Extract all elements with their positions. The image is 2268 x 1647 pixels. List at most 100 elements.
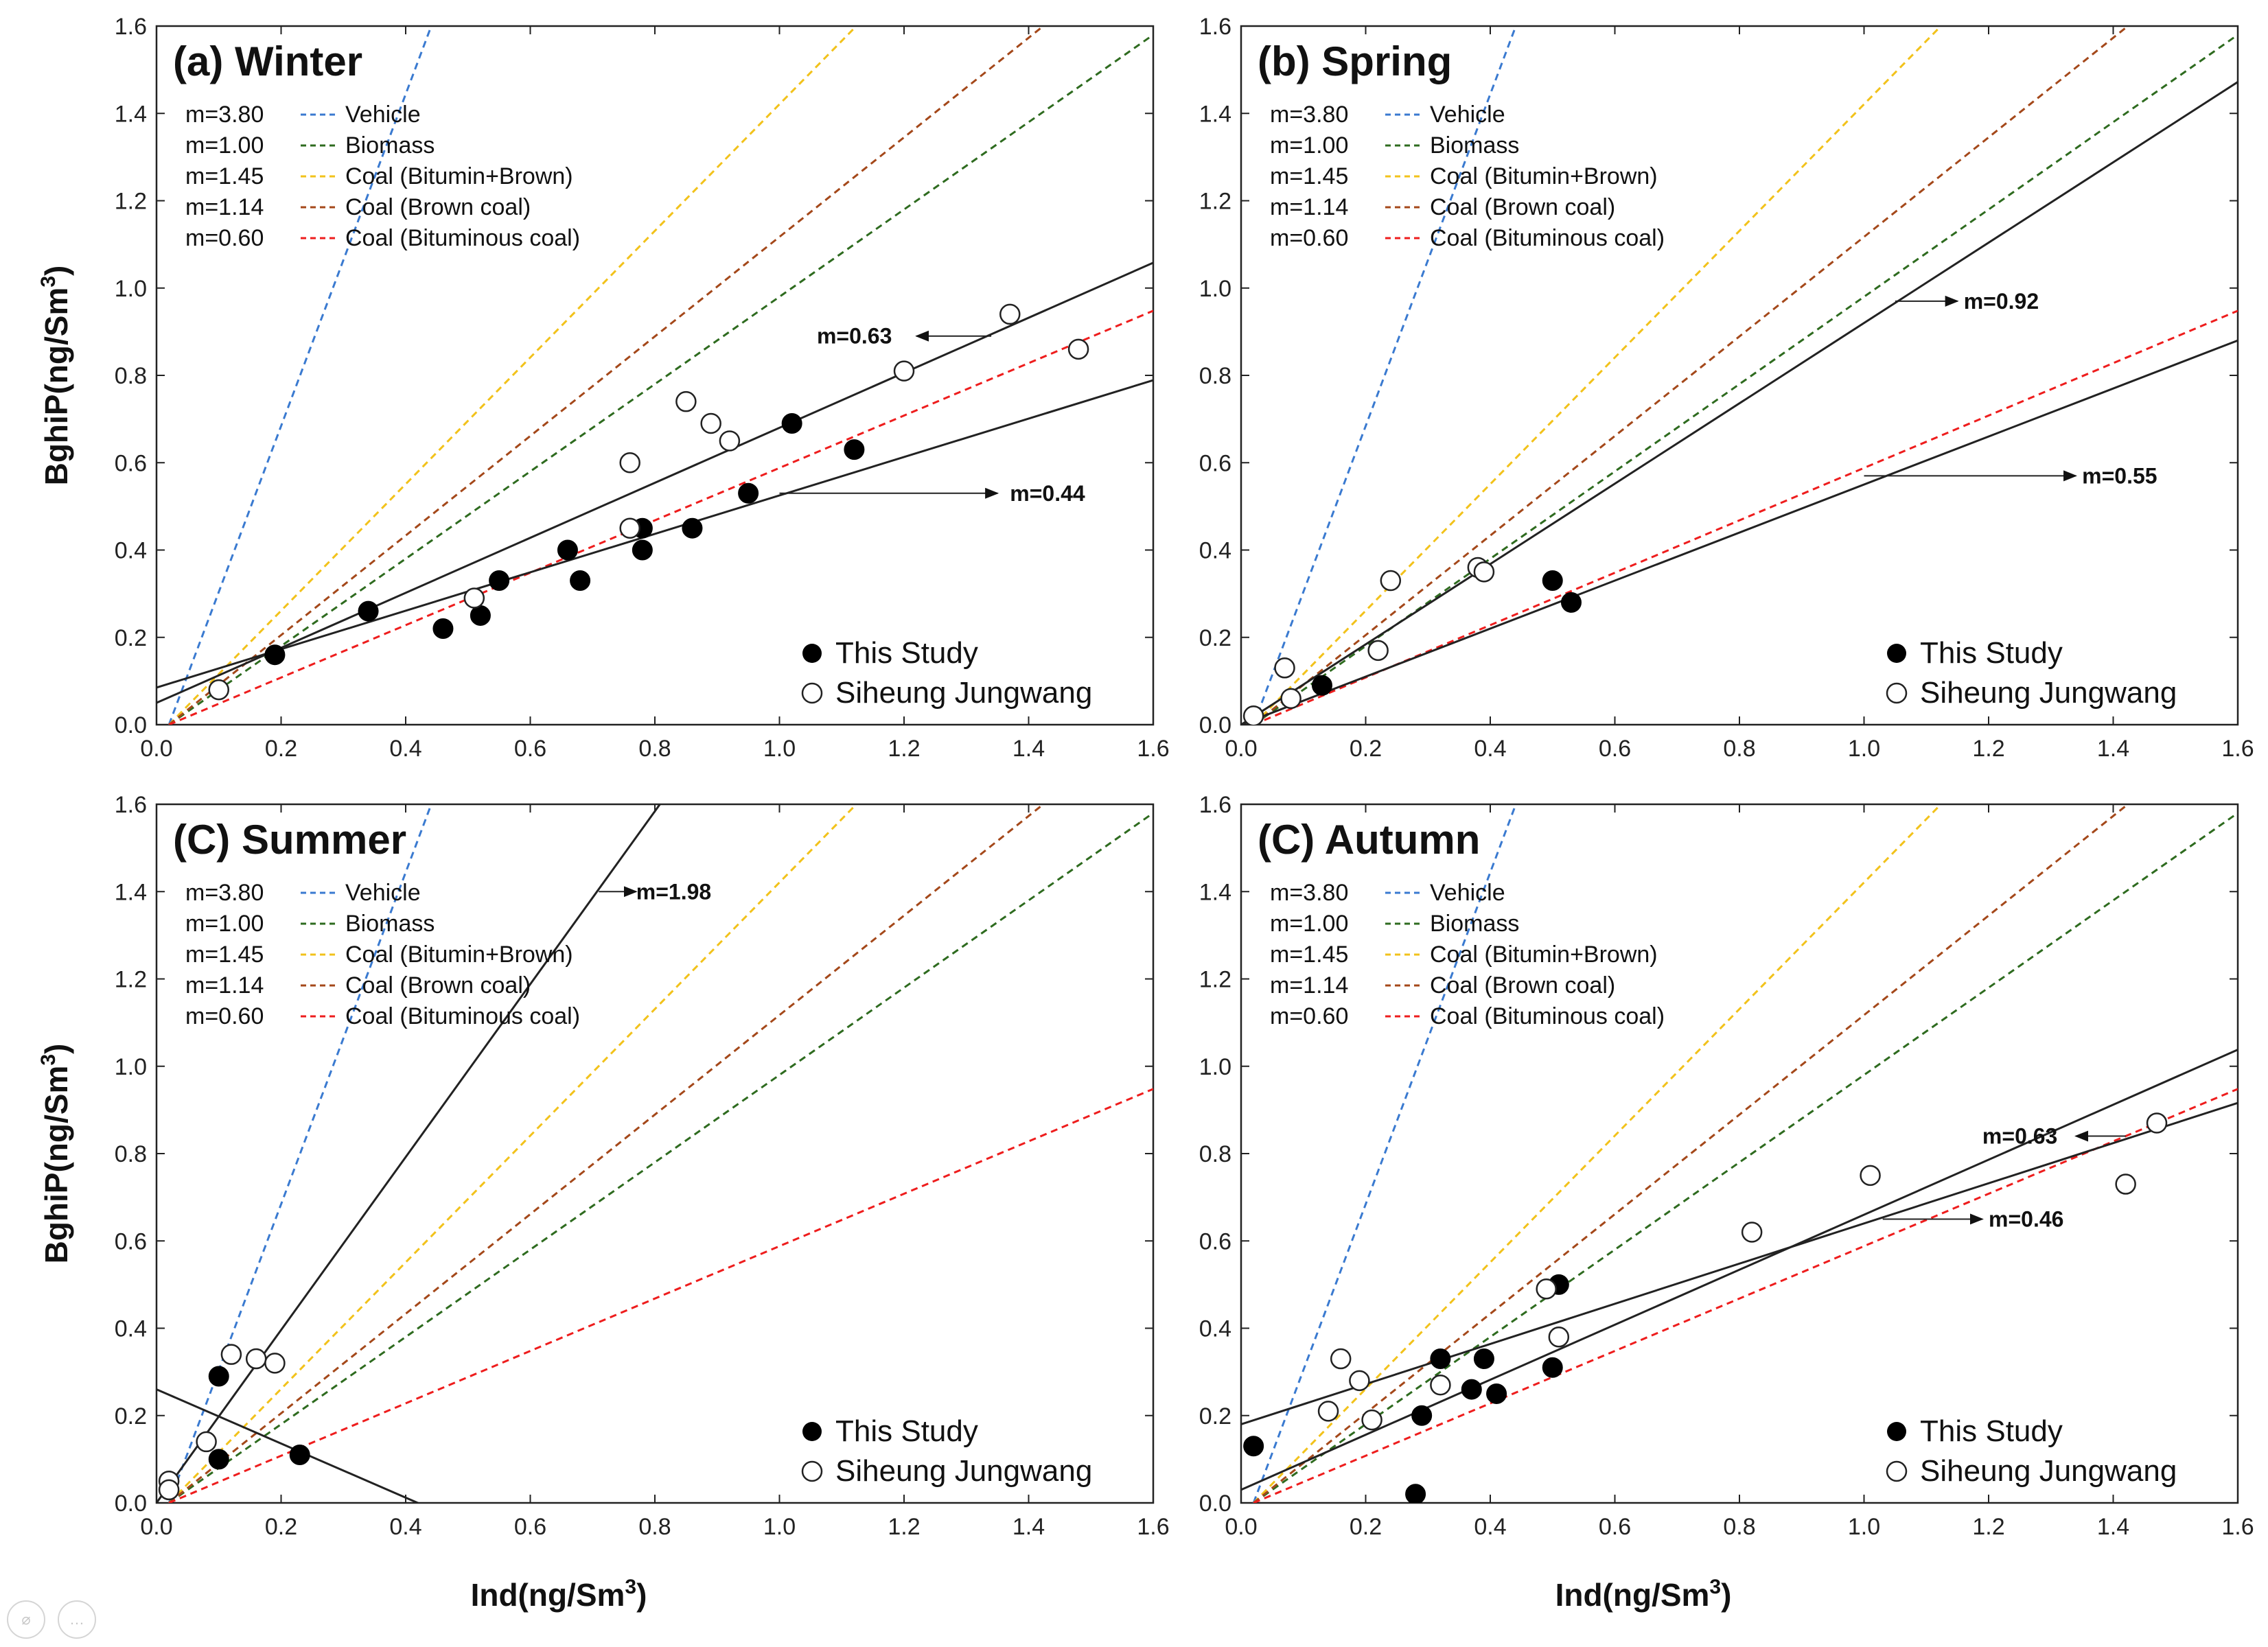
x-tick-label: 0.6: [1599, 1514, 1631, 1540]
legend-this-study-marker: [1887, 1422, 1906, 1441]
legend-siheung-label: Siheung Jungwang: [835, 1454, 1092, 1488]
x-tick-label: 1.4: [2097, 1514, 2129, 1540]
x-tick-label: 1.4: [1012, 1514, 1045, 1540]
x-tick-label: 0.2: [265, 1514, 297, 1540]
this-study-point: [208, 1366, 229, 1387]
plot-frame: [1240, 25, 2239, 726]
siheung-jungwang-point: [264, 1353, 286, 1374]
siheung-jungwang-point: [719, 430, 741, 452]
y-tick-label: 0.0: [115, 1491, 147, 1517]
legend-source-name: Coal (Bitumin+Brown): [345, 163, 573, 189]
legend-source-name: Vehicle: [345, 880, 421, 906]
this-study-point: [432, 618, 454, 640]
this-study-point: [557, 539, 578, 561]
y-tick-label: 1.2: [1199, 189, 1231, 215]
siheung-jungwang-point: [220, 1344, 242, 1365]
chart-panel-4: 0.0 0.2 0.4 0.6 0.8 1.0 1.2 1.4 1.6 0.0 0.2 0.4 0.6 0…: [1199, 792, 2254, 1613]
y-tick-label: 1.6: [1199, 792, 1231, 818]
this-study-point: [1486, 1383, 1507, 1404]
y-tick-label: 0.8: [115, 363, 147, 389]
legend-m-value: m=0.60: [1270, 225, 1348, 251]
ratio-line-coal-brown-coal-: [168, 804, 1044, 1503]
x-tick-label: 1.0: [1848, 736, 1880, 762]
siheung-jungwang-point: [1349, 1370, 1370, 1392]
legend-source-name: Coal (Bitumin+Brown): [345, 942, 573, 968]
legend-this-study-marker: [1887, 644, 1906, 663]
siheung-jungwang-point: [196, 1431, 217, 1453]
more-icon[interactable]: …: [58, 1600, 96, 1639]
legend-m-value: m=3.80: [1270, 880, 1348, 906]
slope-label: m=0.55: [2082, 463, 2157, 488]
ratio-line-coal-bituminous-coal-: [168, 1088, 1153, 1503]
plot-area: [157, 804, 1153, 1503]
legend-m-value: m=1.45: [185, 163, 264, 189]
this-study-point: [1311, 675, 1332, 696]
slope-label: m=0.63: [1982, 1124, 2057, 1149]
y-tick-label: 0.0: [1199, 712, 1231, 738]
x-tick-label: 0.0: [1225, 736, 1257, 762]
panel-title: (C) Summer: [173, 817, 406, 863]
y-tick-label: 1.0: [1199, 1054, 1231, 1080]
panel-title: (b) Spring: [1258, 38, 1452, 84]
legend-this-study-marker: [802, 644, 822, 663]
x-tick-label: 0.8: [1723, 1514, 1755, 1540]
legend-m-value: m=0.60: [185, 225, 264, 251]
fit-line-1: [157, 261, 1153, 704]
legend-source-name: Vehicle: [1430, 102, 1505, 128]
legend-m-value: m=1.14: [185, 194, 264, 220]
fit-line-2: [157, 379, 1153, 689]
siheung-jungwang-point: [208, 679, 229, 701]
x-tick-label: 1.2: [1972, 1514, 2004, 1540]
siheung-jungwang-point: [1473, 561, 1495, 583]
siheung-jungwang-point: [619, 452, 640, 474]
this-study-point: [264, 644, 286, 666]
ratio-line-coal-bituminous-coal-: [1253, 1088, 2238, 1503]
x-tick-label: 0.6: [1599, 736, 1631, 762]
legend-siheung-label: Siheung Jungwang: [1920, 676, 2177, 710]
x-tick-label: 0.2: [1350, 736, 1382, 762]
y-tick-label: 0.6: [115, 450, 147, 476]
y-tick-label: 0.0: [1199, 1491, 1231, 1517]
fit-line-2: [157, 1388, 419, 1503]
this-study-point: [781, 412, 802, 434]
video-off-icon[interactable]: ⌀: [7, 1600, 45, 1639]
x-tick-label: 0.8: [1723, 736, 1755, 762]
y-tick-label: 0.4: [1199, 1316, 1231, 1342]
legend-source-name: Coal (Bitumin+Brown): [1430, 942, 1658, 968]
legend-source-name: Coal (Bituminous coal): [1430, 225, 1665, 251]
ratio-line-biomass: [168, 812, 1153, 1503]
fit-line-1: [1241, 81, 2238, 725]
chart-panel-2: 0.0 0.2 0.4 0.6 0.8 1.0 1.2 1.4 1.6 0.0 0.2 0.4 0.6 0…: [1199, 14, 2254, 762]
this-study-point: [1430, 1348, 1451, 1370]
siheung-jungwang-point: [2115, 1173, 2136, 1195]
y-tick-label: 1.2: [115, 967, 147, 993]
legend-source-name: Coal (Brown coal): [1430, 972, 1615, 998]
legend-m-value: m=1.45: [1270, 163, 1348, 189]
y-tick-label: 1.2: [1199, 967, 1231, 993]
x-tick-label: 0.4: [1474, 1514, 1506, 1540]
ratio-line-coal-bitumin-brown-: [168, 804, 857, 1503]
siheung-jungwang-point: [1741, 1222, 1763, 1243]
y-tick-label: 0.8: [1199, 363, 1231, 389]
legend-source-name: Biomass: [1430, 911, 1519, 937]
slope-label: m=1.98: [636, 879, 711, 904]
siheung-jungwang-point: [1536, 1278, 1557, 1300]
siheung-jungwang-point: [463, 587, 485, 609]
slope-label: m=0.46: [1989, 1206, 2063, 1231]
x-tick-label: 0.2: [1350, 1514, 1382, 1540]
legend-source-name: Vehicle: [345, 102, 421, 128]
x-tick-label: 0.0: [140, 1514, 172, 1540]
legend-this-study-label: This Study: [1920, 1414, 2063, 1448]
x-tick-label: 1.0: [763, 1514, 796, 1540]
x-tick-label: 0.4: [389, 736, 421, 762]
y-tick-label: 1.0: [115, 1054, 147, 1080]
ratio-line-coal-bitumin-brown-: [1253, 26, 1942, 725]
x-tick-label: 0.8: [638, 736, 671, 762]
this-study-point: [1461, 1379, 1482, 1400]
x-tick-label: 0.0: [140, 736, 172, 762]
siheung-jungwang-point: [1430, 1374, 1451, 1396]
siheung-jungwang-point: [158, 1479, 180, 1501]
x-tick-label: 0.0: [1225, 1514, 1257, 1540]
ratio-line-vehicle: [167, 26, 432, 725]
this-study-point: [570, 570, 591, 592]
